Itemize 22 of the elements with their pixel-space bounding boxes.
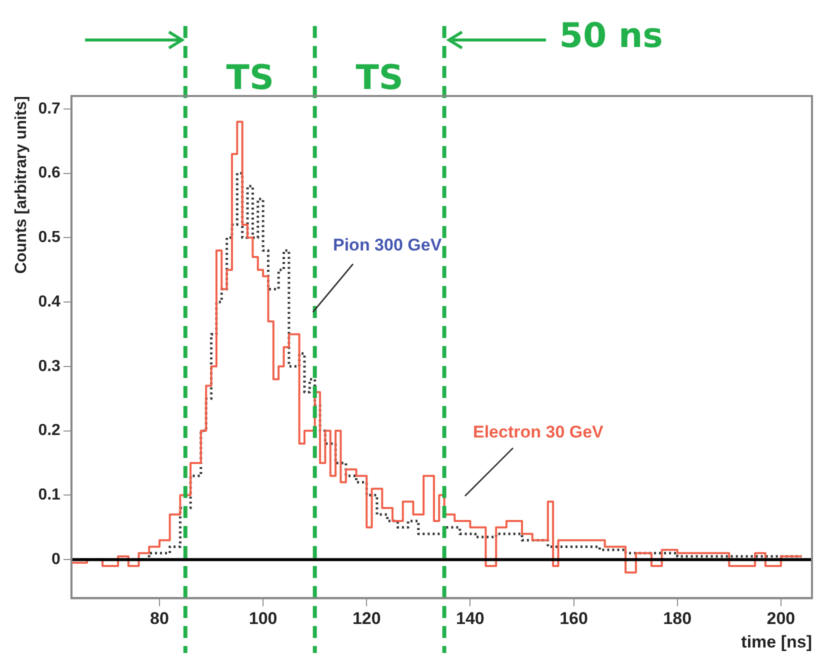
x-tick-label: 180 — [663, 609, 692, 628]
annotation: TS — [226, 58, 274, 98]
x-tick-label: 80 — [150, 609, 169, 628]
text: Electron 30 GeV — [473, 422, 604, 442]
x-tick-label: 100 — [248, 609, 278, 628]
text: Pion 300 GeV — [333, 236, 442, 255]
x-tick-label: 140 — [456, 609, 484, 628]
y-tick-label: 0.3 — [38, 358, 61, 375]
text: 50 ns — [559, 16, 663, 56]
x-axis-title: time [ns] — [741, 632, 812, 652]
y-tick-label: 0 — [52, 550, 61, 568]
y-axis-title: Counts [arbitrary units] — [13, 96, 30, 274]
y-tick-label: 0.7 — [38, 100, 61, 118]
y-tick-label: 0.4 — [38, 293, 61, 310]
annotation: TS — [356, 58, 404, 98]
x-tick-label: 200 — [766, 609, 796, 628]
y-tick-label: 0.6 — [38, 164, 61, 182]
x-tick-label: 120 — [352, 609, 381, 628]
y-tick-label: 0.1 — [38, 486, 61, 504]
y-tick-label: 0.2 — [38, 422, 61, 440]
x-tick-label: 160 — [560, 609, 588, 628]
y-tick-label: 0.5 — [38, 229, 61, 246]
